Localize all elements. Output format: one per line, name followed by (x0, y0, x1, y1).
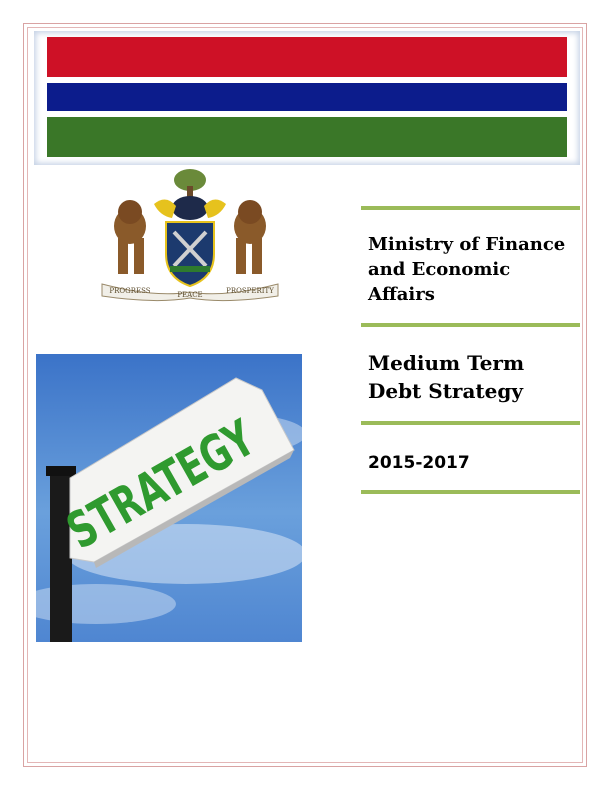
flag-red-band (47, 37, 567, 77)
gambia-flag (34, 31, 580, 165)
document-title: Medium Term Debt Strategy (368, 351, 525, 403)
divider-rule (361, 421, 580, 425)
divider-rule (361, 323, 580, 327)
flag-blue-band (47, 83, 567, 111)
divider-rule (361, 490, 580, 494)
ministry-name: Ministry of Finance and Economic Affairs (368, 234, 566, 305)
strategy-sign-photo: STRATEGY (36, 354, 302, 642)
motto-word: PROSPERITY (226, 287, 274, 295)
flag-green-band (47, 117, 567, 157)
lion-left (114, 200, 146, 274)
period-range: 2015-2017 (368, 453, 470, 473)
lion-right (234, 200, 266, 274)
coat-of-arms-emblem: PROGRESS PEACE PROSPERITY (101, 169, 279, 302)
divider-rule (361, 206, 580, 210)
page-border-outer (23, 23, 587, 767)
motto-word: PROGRESS (109, 287, 150, 295)
page-border-inner (27, 27, 583, 763)
motto-word: PEACE (177, 291, 202, 299)
